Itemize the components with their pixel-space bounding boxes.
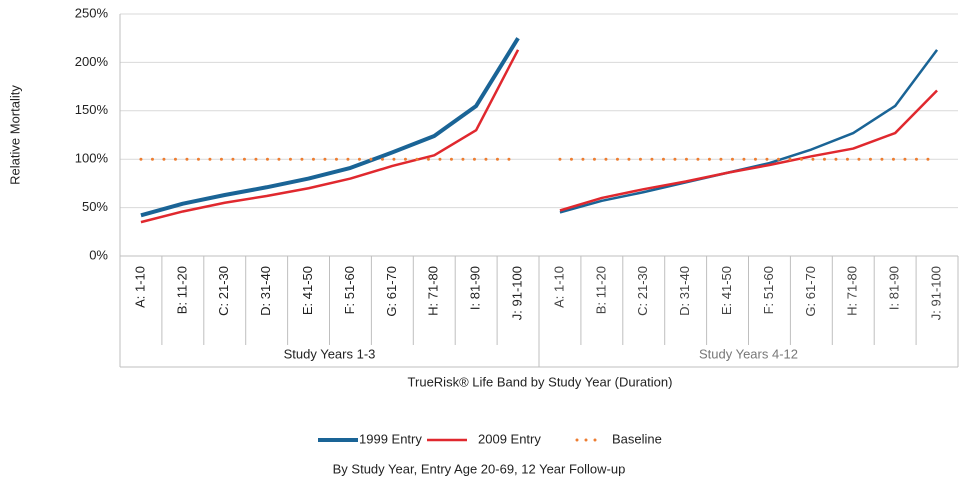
x-tick-label: G: 61-70	[384, 266, 399, 317]
footnote: By Study Year, Entry Age 20-69, 12 Year …	[333, 461, 626, 476]
x-tick-label: H: 71-80	[845, 266, 860, 316]
x-tick-label: C: 21-30	[216, 266, 231, 316]
y-tick-label: 0%	[89, 247, 108, 262]
x-tick-label: D: 31-40	[677, 266, 692, 316]
x-tick-label: B: 11-20	[174, 266, 189, 314]
x-tick-label: F: 51-60	[761, 266, 776, 314]
series-line	[559, 49, 939, 214]
x-tick-label: E: 41-50	[719, 266, 734, 315]
y-tick-label: 200%	[75, 54, 109, 69]
series-line	[559, 89, 938, 212]
x-tick-label: A: 1-10	[551, 266, 566, 308]
x-axis-title: TrueRisk® Life Band by Study Year (Durat…	[408, 374, 673, 389]
x-tick-label: A: 1-10	[132, 266, 147, 308]
x-tick-label: C: 21-30	[635, 266, 650, 316]
group-label: Study Years 1-3	[284, 346, 376, 361]
legend-label: 1999 Entry	[359, 431, 422, 446]
y-tick-label: 150%	[75, 102, 109, 117]
y-tick-label: 50%	[82, 199, 108, 214]
x-tick-label: B: 11-20	[593, 266, 608, 314]
x-tick-label: I: 81-90	[468, 266, 483, 310]
x-tick-label: J: 91-100	[928, 266, 943, 320]
series-line	[140, 49, 520, 224]
x-tick-label: J: 91-100	[509, 266, 524, 320]
legend-label: 2009 Entry	[478, 431, 541, 446]
y-axis-title: Relative Mortality	[7, 85, 22, 185]
series-line	[140, 37, 520, 218]
x-tick-label: E: 41-50	[300, 266, 315, 315]
x-tick-label: I: 81-90	[887, 266, 902, 310]
group-label: Study Years 4-12	[699, 346, 798, 361]
legend-label: Baseline	[612, 431, 662, 446]
y-tick-label: 100%	[75, 151, 109, 166]
y-tick-label: 250%	[75, 5, 109, 20]
x-tick-label: F: 51-60	[342, 266, 357, 314]
x-tick-label: H: 71-80	[426, 266, 441, 316]
x-tick-label: G: 61-70	[803, 266, 818, 317]
x-tick-label: D: 31-40	[258, 266, 273, 316]
